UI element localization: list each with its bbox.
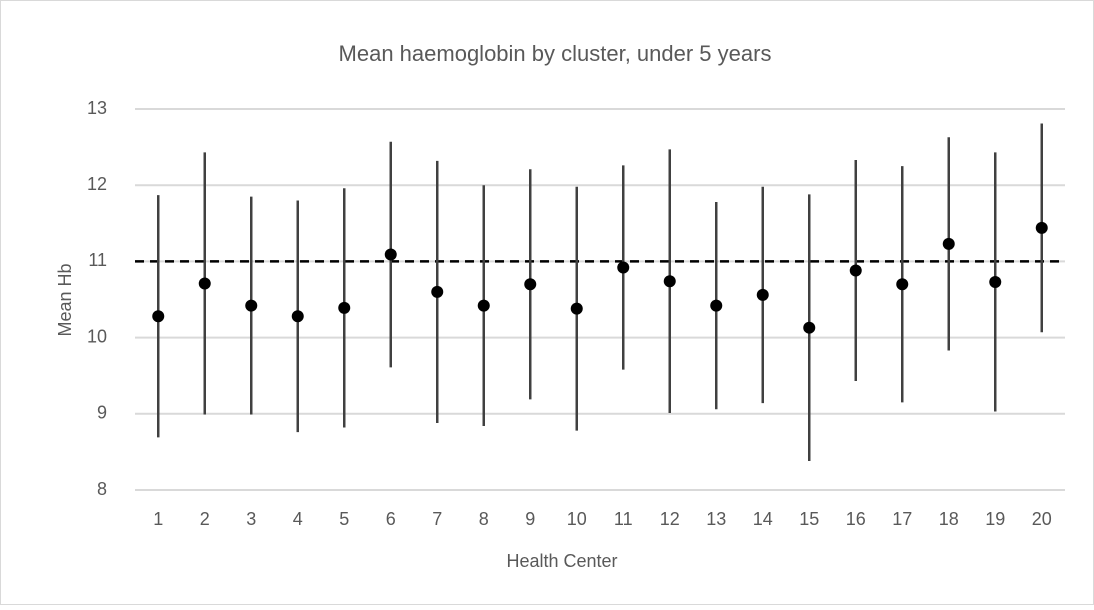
point: [338, 301, 351, 314]
y-tick-label: 10: [87, 326, 107, 346]
y-tick-label: 8: [97, 479, 107, 499]
x-tick-label: 2: [200, 509, 210, 529]
x-tick-label: 18: [939, 509, 959, 529]
x-tick-label: 15: [799, 509, 819, 529]
point: [1035, 221, 1048, 234]
point: [710, 299, 723, 312]
x-tick-label: 19: [985, 509, 1005, 529]
point: [756, 288, 769, 301]
y-tick-label: 11: [88, 250, 107, 270]
point: [570, 302, 583, 315]
x-tick-label: 1: [153, 509, 163, 529]
x-tick-label: 3: [246, 509, 256, 529]
point: [849, 264, 862, 277]
x-tick-label: 20: [1032, 509, 1052, 529]
point: [152, 310, 165, 323]
x-tick-label: 16: [846, 509, 866, 529]
point: [524, 278, 537, 291]
x-tick-label: 12: [660, 509, 680, 529]
x-tick-label: 11: [614, 509, 633, 529]
chart-title: Mean haemoglobin by cluster, under 5 yea…: [339, 41, 772, 66]
point: [384, 248, 397, 261]
y-tick-label: 9: [97, 403, 107, 423]
x-tick-label: 17: [892, 509, 912, 529]
point: [477, 299, 490, 312]
x-tick-label: 5: [339, 509, 349, 529]
point: [663, 275, 676, 288]
x-axis-label: Health Center: [506, 551, 617, 571]
point: [896, 278, 909, 291]
y-axis-label: Mean Hb: [55, 263, 75, 336]
x-tick-label: 4: [293, 509, 303, 529]
point: [291, 310, 304, 323]
x-tick-label: 6: [386, 509, 396, 529]
x-tick-label: 13: [706, 509, 726, 529]
point: [942, 237, 955, 250]
point: [803, 321, 816, 334]
x-tick-label: 7: [432, 509, 442, 529]
point: [617, 261, 630, 274]
point: [198, 277, 211, 290]
x-tick-label: 9: [525, 509, 535, 529]
y-tick-label: 12: [87, 174, 107, 194]
x-tick-label: 8: [479, 509, 489, 529]
point: [245, 299, 258, 312]
x-tick-label: 14: [753, 509, 773, 529]
x-tick-label: 10: [567, 509, 587, 529]
point: [989, 275, 1002, 288]
y-tick-label: 13: [87, 98, 107, 118]
point: [431, 285, 444, 298]
